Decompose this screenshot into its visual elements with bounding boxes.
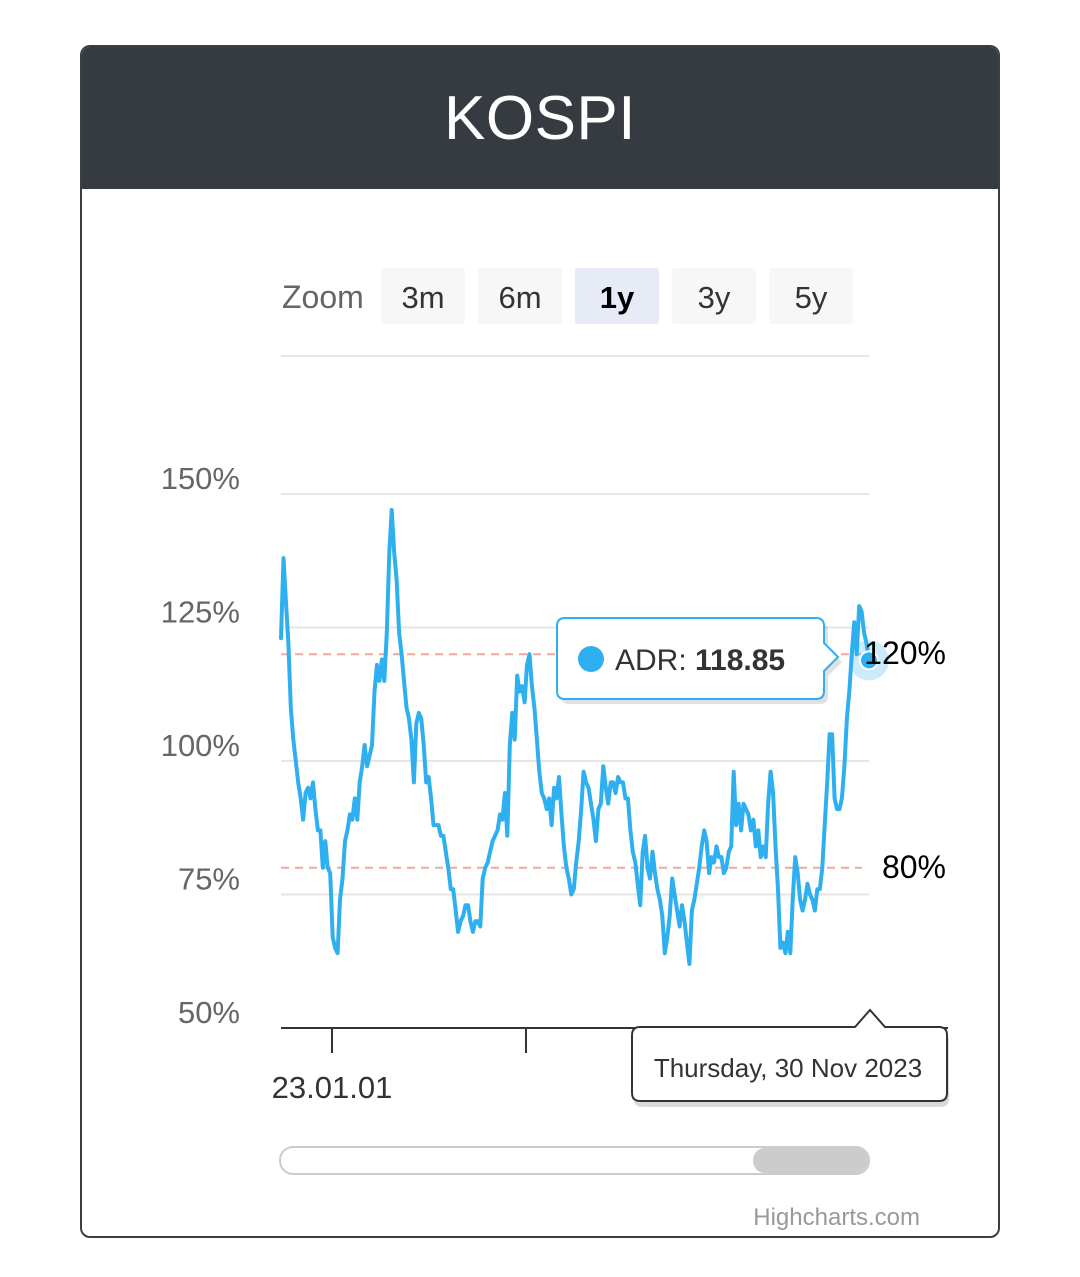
y-grid: [281, 493, 869, 896]
zoom-button-5y[interactable]: 5y: [769, 268, 853, 324]
x-tick-label: 23.01.01: [272, 1070, 393, 1105]
zoom-button-bg[interactable]: [769, 268, 853, 324]
navigator-scrollbar[interactable]: [279, 1146, 870, 1175]
tooltip-series-name: ADR: [615, 644, 678, 677]
y-tick-label: 50%: [178, 995, 240, 1030]
zoom-button-6m[interactable]: 6m: [478, 268, 562, 324]
chart-header: KOSPI: [82, 47, 998, 189]
zoom-button-label[interactable]: 3y: [698, 280, 731, 315]
zoom-button-bg[interactable]: [672, 268, 756, 324]
y-tick-label: 150%: [161, 461, 240, 496]
y-tick-label: 75%: [178, 862, 240, 897]
zoom-button-label[interactable]: 1y: [600, 280, 635, 315]
x-tooltip-date: Thursday, 30 Nov 2023: [654, 1053, 922, 1083]
zoom-button-3y[interactable]: 3y: [672, 268, 756, 324]
zoom-label: Zoom: [282, 279, 364, 315]
zoom-button-3m[interactable]: 3m: [381, 268, 465, 324]
tooltip-content: ADR: 118.85: [615, 644, 785, 677]
x-axis-tooltip: Thursday, 30 Nov 2023: [631, 1008, 949, 1107]
plot-line-labels: 120% 80%: [864, 635, 946, 885]
plot-line-label: 120%: [864, 635, 946, 671]
zoom-button-label[interactable]: 5y: [795, 280, 828, 315]
tooltip-value: 118.85: [695, 644, 785, 677]
hover-point[interactable]: [859, 650, 879, 671]
tooltip-series-dot: [578, 646, 604, 672]
zoom-button-bg[interactable]: [381, 268, 465, 324]
zoom-button-bg[interactable]: [575, 268, 659, 324]
chart-title: KOSPI: [443, 83, 636, 153]
chart-card: KOSPI: [80, 45, 1000, 1238]
range-selector: Zoom 3m 6m 1y 3y 5y: [282, 268, 853, 324]
y-tick-label: 100%: [161, 728, 240, 763]
scrollbar-thumb[interactable]: [753, 1148, 868, 1173]
x-tooltip-box: [631, 1008, 948, 1102]
zoom-button-label[interactable]: 6m: [498, 280, 541, 315]
scrollbar-track[interactable]: [279, 1146, 870, 1175]
zoom-button-bg[interactable]: [478, 268, 562, 324]
plot-line-label: 80%: [882, 849, 946, 885]
series-line-adr[interactable]: [279, 508, 871, 966]
zoom-button-label[interactable]: 3m: [401, 280, 444, 315]
zoom-button-1y[interactable]: 1y: [575, 268, 659, 324]
series-tooltip: ADR: 118.85: [556, 617, 842, 704]
y-tick-label: 125%: [161, 595, 240, 630]
y-axis-labels: 50% 75% 100% 125% 150%: [161, 461, 240, 1030]
tooltip-box: [556, 617, 840, 700]
credits-link[interactable]: Highcharts.com: [753, 1204, 920, 1231]
